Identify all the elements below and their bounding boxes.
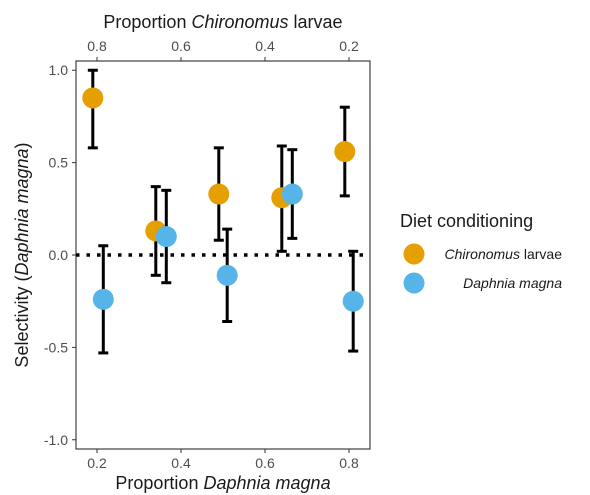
chart-marks (76, 68, 370, 355)
series-1 (92, 148, 364, 355)
y-tick-label: 0.0 (49, 247, 69, 263)
x2-tick-label: 0.4 (255, 38, 275, 54)
legend-label-chironomus: Chironomus larvae (444, 246, 562, 262)
x2-tick-label: 0.6 (171, 38, 191, 54)
y-tick-label: -1.0 (44, 432, 68, 448)
data-point (281, 183, 303, 205)
y-tick-label: 0.5 (49, 155, 69, 171)
data-point (216, 264, 238, 286)
x2-tick-label: 0.8 (87, 38, 107, 54)
data-point (334, 141, 356, 163)
data-point (92, 288, 114, 310)
y-tick-label: -0.5 (44, 339, 68, 355)
x-tick-label: 0.8 (339, 455, 359, 471)
data-point (342, 290, 364, 312)
chart-axes: 0.2 0.4 0.6 0.8 0.8 0.6 0.4 0.2 -1.0 -0.5 0.0 0.5 1.… (44, 38, 359, 471)
data-point (155, 226, 177, 248)
x-tick-label: 0.2 (87, 455, 107, 471)
x-tick-label: 0.6 (255, 455, 275, 471)
legend-title: Diet conditioning (400, 211, 533, 231)
y-axis-title: Selectivity (Daphnia magna) (12, 142, 32, 367)
x2-tick-label: 0.2 (339, 38, 359, 54)
legend-swatch-chironomus (403, 243, 425, 265)
x-tick-label: 0.4 (171, 455, 191, 471)
legend-label-daphnia: Daphnia magna (463, 275, 562, 291)
bottom-axis-title: Proportion Daphnia magna (115, 473, 330, 493)
legend-swatch-daphnia (403, 272, 425, 294)
top-axis-title: Proportion Chironomus larvae (103, 12, 342, 32)
legend: Diet conditioning Chironomus larvae Daph… (400, 211, 562, 294)
series-0 (82, 68, 356, 277)
data-point (208, 183, 230, 205)
y-tick-label: 1.0 (49, 62, 69, 78)
data-point (82, 87, 104, 109)
